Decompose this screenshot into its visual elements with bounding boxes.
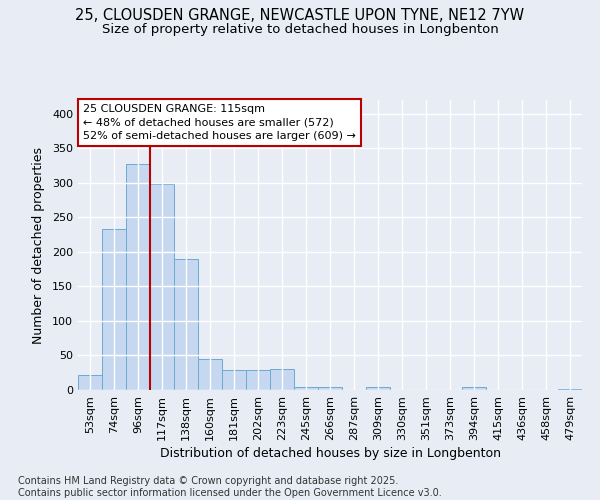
Text: Size of property relative to detached houses in Longbenton: Size of property relative to detached ho…	[101, 22, 499, 36]
Bar	[78, 375, 102, 390]
Text: Contains HM Land Registry data © Crown copyright and database right 2025.
Contai: Contains HM Land Registry data © Crown c…	[18, 476, 442, 498]
Bar	[294, 386, 318, 390]
Bar	[126, 164, 150, 390]
Bar	[462, 387, 486, 390]
Bar	[174, 259, 198, 390]
Bar	[246, 370, 270, 390]
Text: 25 CLOUSDEN GRANGE: 115sqm
← 48% of detached houses are smaller (572)
52% of sem: 25 CLOUSDEN GRANGE: 115sqm ← 48% of deta…	[83, 104, 356, 141]
Bar	[150, 184, 174, 390]
Bar	[222, 370, 246, 390]
Bar	[198, 359, 222, 390]
Y-axis label: Number of detached properties: Number of detached properties	[32, 146, 45, 344]
Text: 25, CLOUSDEN GRANGE, NEWCASTLE UPON TYNE, NE12 7YW: 25, CLOUSDEN GRANGE, NEWCASTLE UPON TYNE…	[76, 8, 524, 22]
X-axis label: Distribution of detached houses by size in Longbenton: Distribution of detached houses by size …	[160, 447, 500, 460]
Bar	[366, 387, 390, 390]
Bar	[318, 387, 342, 390]
Bar	[102, 229, 126, 390]
Bar	[558, 388, 582, 390]
Bar	[270, 370, 294, 390]
